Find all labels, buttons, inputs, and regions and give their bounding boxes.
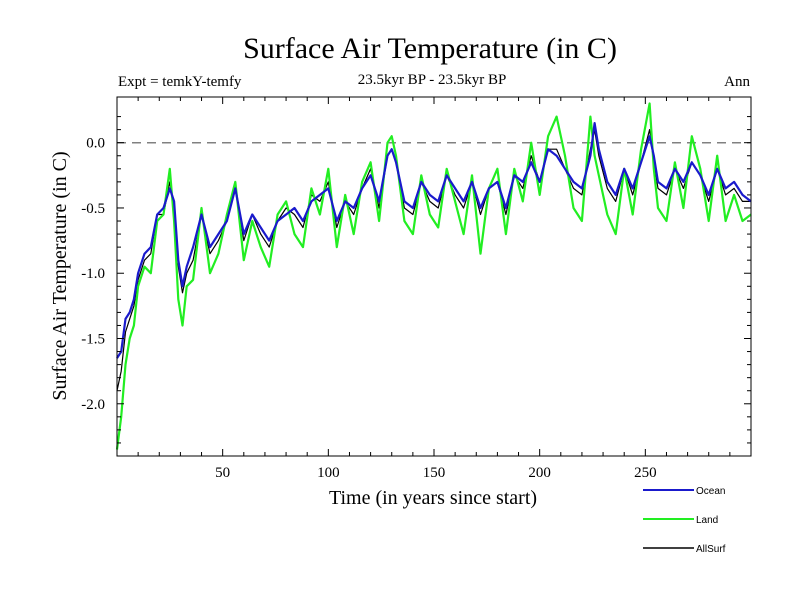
y-tick-label: -1.5 xyxy=(81,332,105,348)
season-label: Ann xyxy=(724,74,750,90)
series-line-land xyxy=(115,102,752,450)
legend-label-allsurf: AllSurf xyxy=(696,544,726,555)
plot-frame xyxy=(116,96,752,457)
y-tick-label: -2.0 xyxy=(81,397,105,413)
y-axis-label: Surface Air Temperature (in C) xyxy=(49,151,71,400)
x-tick-label: 200 xyxy=(528,465,551,481)
y-tick-label: 0.0 xyxy=(86,136,105,152)
plot-area: 50 100 150 200 250 0.0 -0.5 -1.0 -1.5 -2.0 xyxy=(81,96,752,481)
legend: Ocean Land AllSurf xyxy=(643,486,726,555)
x-tick-label: 150 xyxy=(423,465,446,481)
x-tick-label: 250 xyxy=(634,465,657,481)
chart-subtitle: 23.5kyr BP - 23.5kyr BP xyxy=(358,72,507,88)
y-tick-label: -1.0 xyxy=(81,266,105,282)
x-axis-label: Time (in years since start) xyxy=(329,487,537,509)
x-tick-label: 100 xyxy=(317,465,340,481)
y-tick-label: -0.5 xyxy=(81,201,105,217)
legend-label-land: Land xyxy=(696,515,718,526)
legend-label-ocean: Ocean xyxy=(696,486,725,497)
x-tick-label: 50 xyxy=(215,465,230,481)
experiment-label: Expt = temkY-temfy xyxy=(118,74,242,90)
series-line-ocean xyxy=(116,121,752,359)
chart-title: Surface Air Temperature (in C) xyxy=(243,32,617,65)
